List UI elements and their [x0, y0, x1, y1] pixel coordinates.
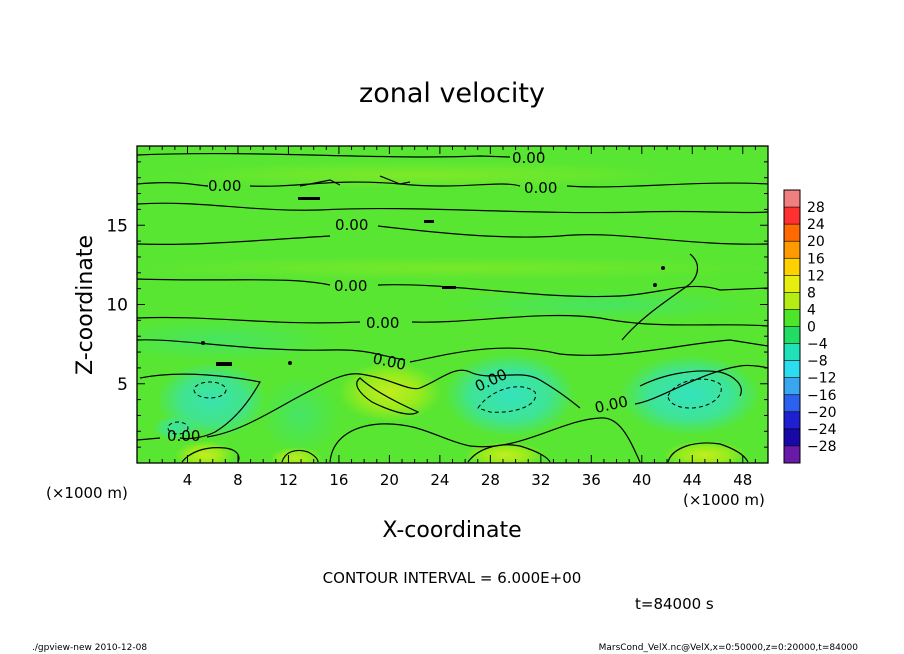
- colorbar-swatch: [784, 411, 800, 430]
- contour-label: 0.00: [208, 177, 241, 195]
- colorbar-label: 8: [807, 285, 816, 301]
- x-tick-label: 8: [233, 471, 243, 489]
- x-tick-label: 12: [279, 471, 298, 489]
- colorbar-swatch: [784, 326, 800, 344]
- contour-label: 0.00: [167, 427, 200, 445]
- x-tick-labels: 4 8 12 16 20 24 28 32 36 40 44 48: [183, 471, 753, 489]
- colorbar-label: 20: [807, 234, 825, 250]
- colorbar-swatch: [784, 360, 800, 379]
- colorbar-label: −4: [807, 337, 828, 353]
- colorbar-swatch: [784, 258, 800, 276]
- x-tick-label: 16: [329, 471, 348, 489]
- time-label: t=84000 s: [635, 595, 714, 613]
- x-tick-label: 32: [531, 471, 550, 489]
- colorbar-swatch: [784, 190, 800, 208]
- colorbar-label: −20: [807, 405, 837, 421]
- contour-label: 0.00: [334, 277, 367, 295]
- x-tick-label: 40: [632, 471, 651, 489]
- colorbar-label: −12: [807, 371, 837, 387]
- colorbar-label: 0: [807, 320, 816, 336]
- colorbar-swatch: [784, 377, 800, 396]
- colorbar-swatch: [784, 428, 800, 447]
- colorbar-label: −8: [807, 354, 828, 370]
- colorbar-label: 16: [807, 251, 825, 267]
- x-tick-label: 48: [733, 471, 752, 489]
- colorbar-label: 28: [807, 200, 825, 216]
- y-axis-label: Z-coordinate: [73, 235, 98, 375]
- colorbar-label: 12: [807, 268, 825, 284]
- y-tick-labels: 5 10 15: [106, 216, 128, 395]
- colorbar-label: −28: [807, 439, 837, 455]
- y-unit-label: (×1000 m): [46, 484, 128, 502]
- axis-ticks: [137, 146, 768, 463]
- contour-label: 0.00: [335, 216, 368, 234]
- contour-label: 0.00: [366, 314, 399, 332]
- x-tick-label: 44: [683, 471, 702, 489]
- colorbar-swatch: [784, 224, 800, 242]
- negative-contours: [167, 378, 722, 435]
- x-tick-label: 24: [430, 471, 449, 489]
- footer-left: ./gpview-new 2010-12-08: [32, 643, 147, 653]
- colorbar: [783, 189, 801, 464]
- colorbar-label: 24: [807, 217, 825, 233]
- y-tick-label: 5: [117, 375, 128, 395]
- contour-labels: 0.00 0.00 0.00 0.00 0.00 0.00 0.00 0.00 …: [167, 149, 630, 445]
- colorbar-swatch: [784, 275, 800, 293]
- colorbar-swatch: [784, 343, 800, 362]
- contour-label: 0.00: [512, 149, 545, 167]
- x-tick-label: 20: [380, 471, 399, 489]
- colorbar-label: 4: [807, 302, 816, 318]
- contour-lines: [137, 152, 768, 463]
- colorbar-swatch: [784, 445, 800, 464]
- x-axis-label: X-coordinate: [382, 518, 521, 543]
- footer-right: MarsCond_VelX.nc@VelX,x=0:50000,z=0:2000…: [599, 643, 859, 653]
- x-tick-label: 36: [582, 471, 601, 489]
- y-tick-label: 15: [106, 216, 128, 236]
- colorbar-swatch: [784, 207, 800, 225]
- colorbar-label: −24: [807, 422, 837, 438]
- colorbar-swatch: [784, 241, 800, 259]
- plot-area: 0.00 0.00 0.00 0.00 0.00 0.00 0.00 0.00 …: [137, 146, 768, 463]
- chart-title: zonal velocity: [359, 78, 545, 109]
- contour-label: 0.00: [524, 179, 557, 197]
- contour-interval: CONTOUR INTERVAL = 6.000E+00: [323, 569, 582, 587]
- field-shading: [137, 161, 768, 463]
- x-tick-label: 4: [183, 471, 193, 489]
- y-tick-label: 10: [106, 296, 128, 316]
- colorbar-swatch: [784, 394, 800, 413]
- colorbar-swatch: [784, 309, 800, 327]
- x-unit-label: (×1000 m): [683, 491, 765, 509]
- x-tick-label: 28: [481, 471, 500, 489]
- colorbar-swatch: [784, 292, 800, 310]
- contour-specks: [201, 197, 665, 366]
- colorbar-label: −16: [807, 388, 837, 404]
